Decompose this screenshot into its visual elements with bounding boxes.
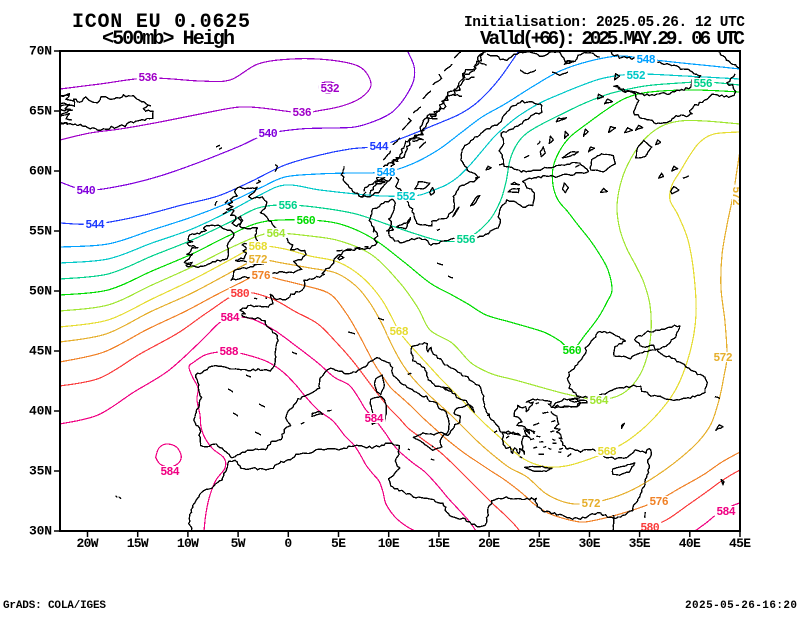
svg-text:5W: 5W	[231, 536, 246, 551]
svg-text:40N: 40N	[29, 404, 52, 419]
svg-text:30E: 30E	[579, 536, 601, 551]
svg-text:2025-05-26-16:20: 2025-05-26-16:20	[685, 600, 797, 612]
svg-text:ICON EU 0.0625: ICON EU 0.0625	[72, 11, 250, 34]
svg-text:15E: 15E	[428, 536, 450, 551]
svg-text:Valld(+66): 2025.MAY.29. 06 UT: Valld(+66): 2025.MAY.29. 06 UTC	[480, 28, 745, 50]
svg-text:536: 536	[138, 72, 157, 85]
svg-text:564: 564	[266, 228, 285, 241]
svg-text:<500mb> Heigh: <500mb> Heigh	[102, 28, 235, 51]
svg-text:584: 584	[716, 506, 735, 519]
svg-text:60N: 60N	[29, 164, 52, 179]
svg-text:568: 568	[597, 446, 616, 459]
svg-text:584: 584	[364, 413, 383, 426]
svg-text:30N: 30N	[29, 524, 52, 539]
svg-text:Initialisation: 2025.05.26. 12: Initialisation: 2025.05.26. 12 UTC	[464, 15, 745, 31]
svg-text:35N: 35N	[29, 464, 52, 479]
svg-text:10W: 10W	[177, 536, 199, 551]
svg-text:564: 564	[589, 395, 608, 408]
svg-text:45E: 45E	[729, 536, 751, 551]
svg-text:15W: 15W	[127, 536, 149, 551]
svg-text:35E: 35E	[629, 536, 651, 551]
svg-text:532: 532	[320, 83, 339, 96]
svg-text:536: 536	[292, 107, 311, 120]
svg-text:540: 540	[258, 128, 277, 141]
svg-text:544: 544	[85, 219, 104, 232]
svg-text:584: 584	[220, 312, 239, 325]
svg-text:580: 580	[230, 288, 249, 301]
svg-text:548: 548	[376, 167, 395, 180]
svg-text:576: 576	[251, 270, 270, 283]
svg-text:560: 560	[296, 215, 315, 228]
svg-text:55N: 55N	[29, 224, 52, 239]
svg-text:556: 556	[278, 200, 297, 213]
svg-text:544: 544	[369, 141, 388, 154]
svg-text:572: 572	[581, 498, 600, 511]
svg-text:588: 588	[219, 346, 238, 359]
svg-text:560: 560	[562, 345, 581, 358]
svg-text:556: 556	[693, 78, 712, 91]
svg-text:576: 576	[649, 496, 668, 509]
svg-text:70N: 70N	[29, 44, 52, 59]
svg-text:5E: 5E	[331, 536, 346, 551]
svg-text:568: 568	[248, 241, 267, 254]
svg-text:20W: 20W	[77, 536, 99, 551]
svg-text:540: 540	[76, 185, 95, 198]
svg-text:25E: 25E	[528, 536, 550, 551]
svg-text:548: 548	[636, 54, 655, 67]
svg-text:50N: 50N	[29, 284, 52, 299]
svg-text:65N: 65N	[29, 104, 52, 119]
svg-text:40E: 40E	[679, 536, 701, 551]
svg-text:10E: 10E	[378, 536, 400, 551]
svg-text:572: 572	[729, 186, 742, 205]
svg-text:552: 552	[626, 70, 645, 83]
svg-text:0: 0	[284, 536, 292, 551]
svg-text:584: 584	[160, 466, 179, 479]
svg-text:580: 580	[640, 522, 659, 535]
svg-text:45N: 45N	[29, 344, 52, 359]
svg-text:552: 552	[396, 191, 415, 204]
svg-text:GrADS: COLA/IGES: GrADS: COLA/IGES	[3, 600, 106, 612]
svg-text:20E: 20E	[478, 536, 500, 551]
svg-text:572: 572	[248, 254, 267, 267]
svg-text:572: 572	[713, 352, 732, 365]
svg-text:556: 556	[456, 234, 475, 247]
svg-text:568: 568	[389, 326, 408, 339]
